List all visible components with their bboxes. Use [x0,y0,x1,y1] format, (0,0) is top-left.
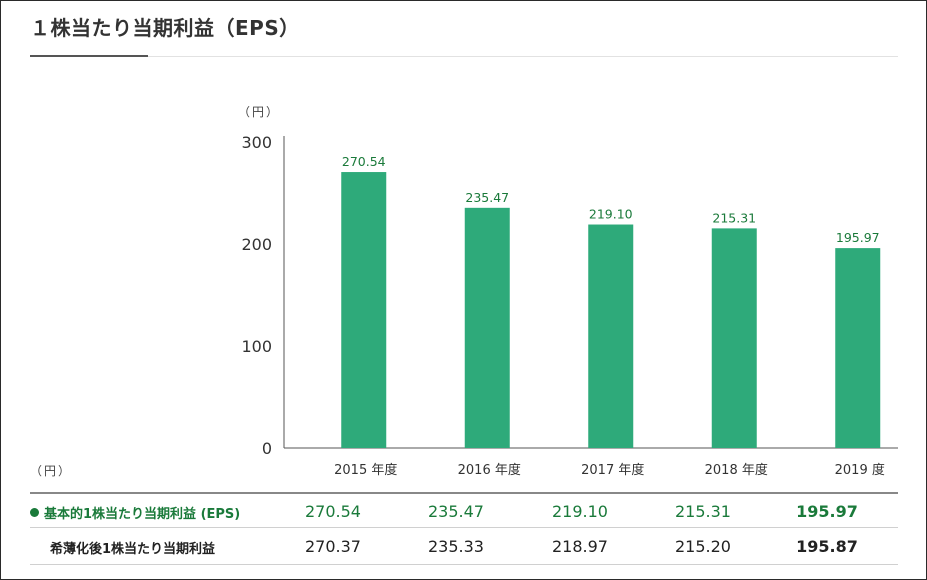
eps-bar-chart: 0 100 200 300 270.54 2015 年度 235.47 2016 年度 219.… [241,133,898,478]
y-tick-label: 0 [262,439,272,458]
data-label: 215.31 [712,210,756,225]
x-tick-label: 2016 年度 [458,462,521,478]
x-tick-label: 2019 度 [835,462,885,478]
row-label-diluted-eps: 希薄化後1株当たり当期利益 [50,542,216,557]
data-label: 195.97 [836,230,880,245]
page-title: １株当たり当期利益（EPS） [30,16,300,40]
table-cell: 235.47 [428,502,484,521]
y-tick-label: 200 [241,235,272,254]
bar [711,228,757,448]
table-cell: 235.33 [428,537,484,556]
x-tick-label: 2015 年度 [334,462,397,478]
table-cell: 215.20 [675,537,731,556]
y-tick-label: 300 [241,133,272,152]
row-label-basic-eps-text: 基本的1株当たり当期利益 (EPS) [44,507,241,522]
table-cell: 195.87 [796,537,858,556]
table-cell: 195.97 [796,502,858,521]
row-label-basic-eps: 基本的1株当たり当期利益 (EPS) [30,503,240,522]
data-label: 235.47 [465,190,509,205]
data-label: 270.54 [342,154,386,169]
y-axis-unit: （円） [238,105,281,119]
x-tick-label: 2018 年度 [705,462,768,478]
table-cell: 270.37 [305,537,361,556]
table-cell: 270.54 [305,502,361,521]
y-tick-label: 100 [241,337,272,356]
bar [588,224,634,448]
bar [341,172,387,448]
bar [464,207,510,448]
x-tick-label: 2017 年度 [581,462,644,478]
table-cell: 215.31 [675,502,731,521]
table-cell: 219.10 [552,502,608,521]
table-cell: 218.97 [552,537,608,556]
table-unit: （円） [30,464,73,478]
green-dot-icon [30,508,39,517]
title-underline-accent [30,55,148,57]
table-row-basic-eps: 基本的1株当たり当期利益 (EPS) 270.54 235.47 219.10 … [30,492,898,528]
bar [835,248,881,448]
table-row-diluted-eps: 希薄化後1株当たり当期利益 270.37 235.33 218.97 215.2… [30,529,898,565]
data-label: 219.10 [589,207,633,222]
title-divider [30,56,898,57]
